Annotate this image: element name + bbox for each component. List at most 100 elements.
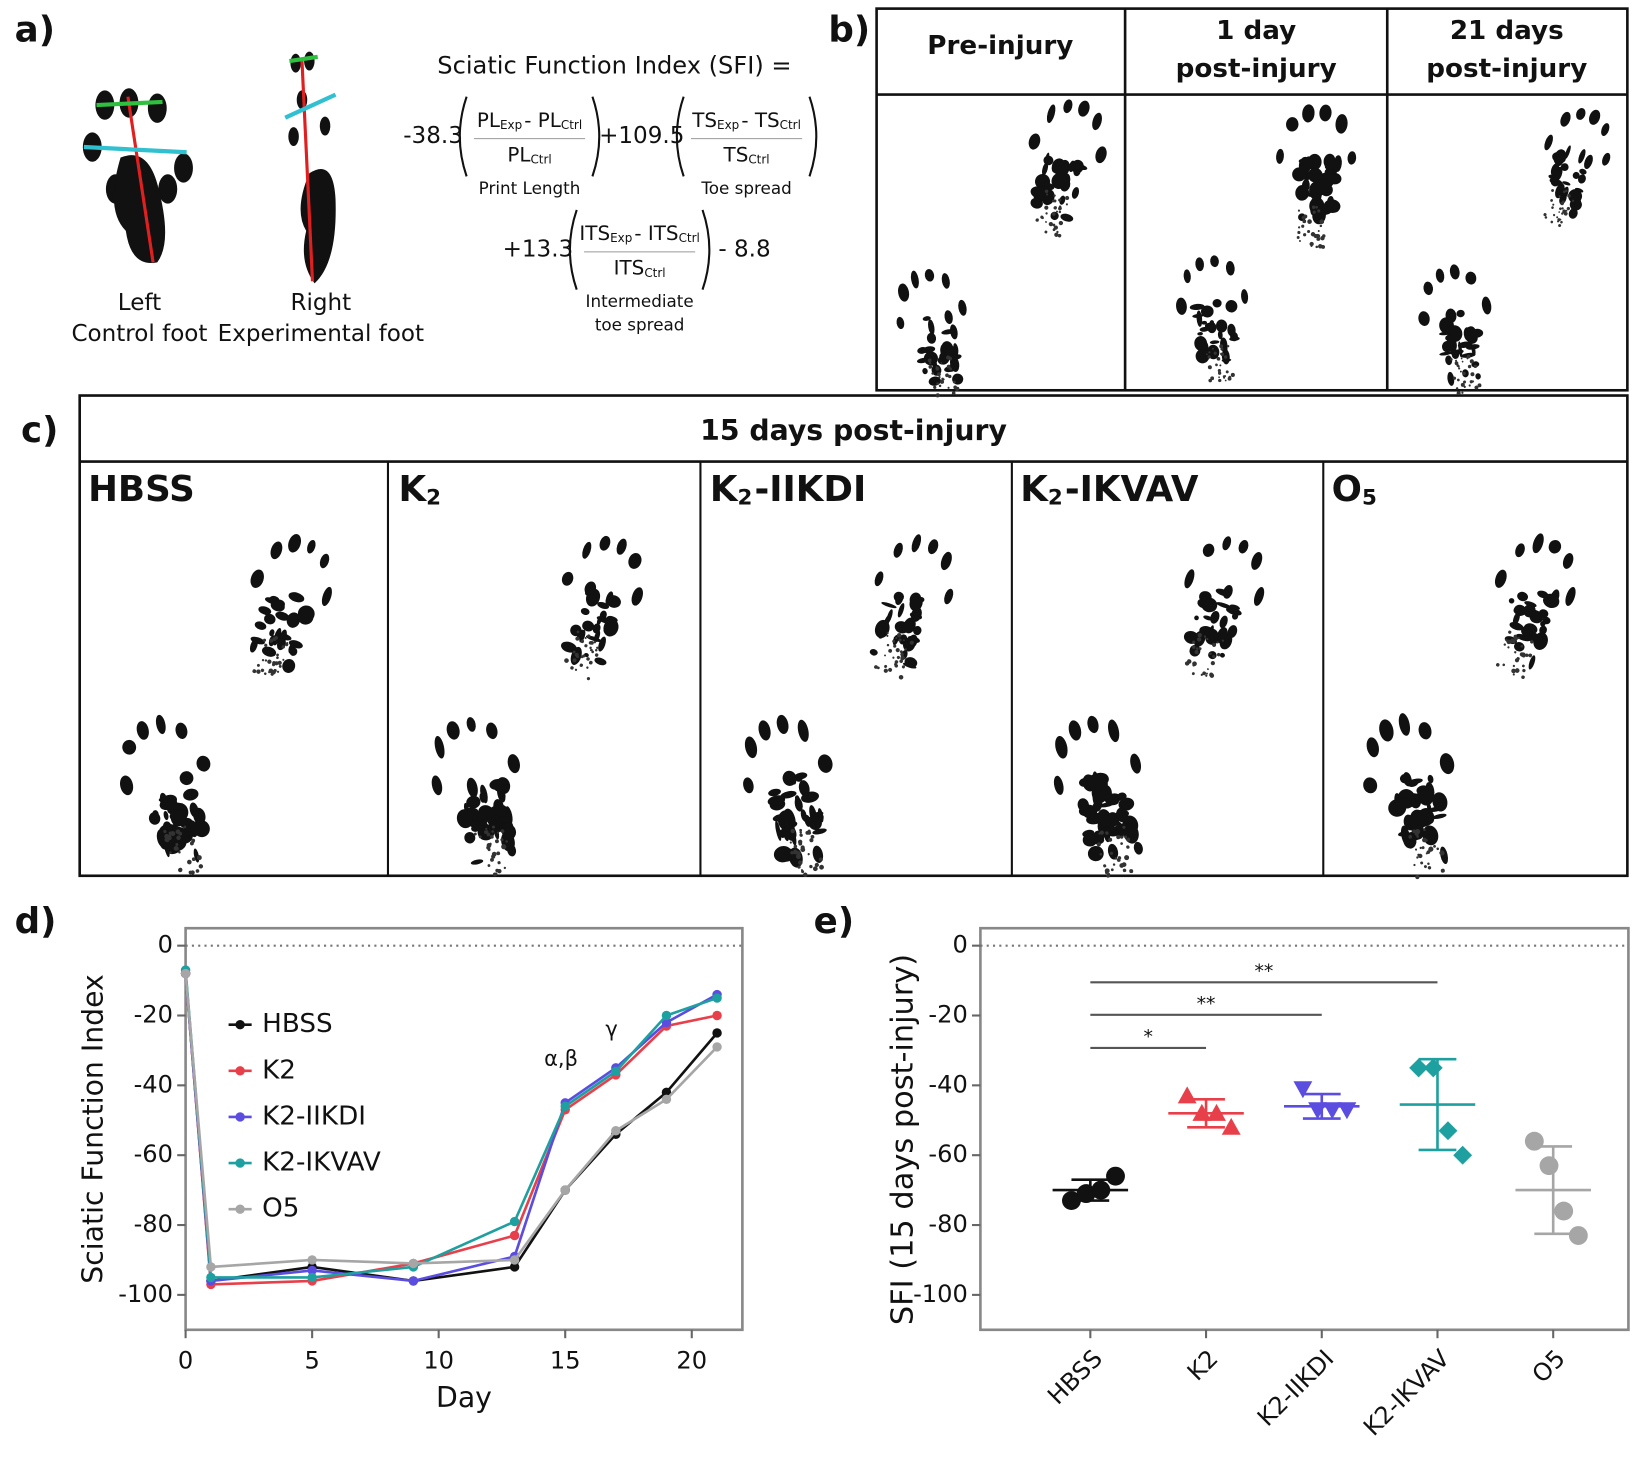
print-speckle [1120, 835, 1124, 839]
data-point [180, 968, 191, 979]
data-point [1539, 1156, 1559, 1176]
print-speckle [1112, 863, 1116, 866]
print-speckle [1226, 345, 1230, 348]
toe-print [1302, 104, 1315, 123]
print-speckle [1511, 668, 1516, 674]
toe-print [944, 588, 954, 605]
print-speckle [933, 385, 937, 390]
print-speckle [1194, 649, 1199, 655]
print-speckle [1416, 835, 1420, 838]
pad-print [1440, 846, 1448, 865]
print-speckle [1048, 221, 1054, 227]
print-speckle [1423, 865, 1427, 869]
print-speckle [800, 869, 804, 872]
toe-print [486, 722, 498, 740]
toe-print [599, 535, 611, 551]
print-speckle [1195, 647, 1199, 651]
print-speckle [1041, 216, 1044, 220]
pad-print [1539, 625, 1547, 635]
print-speckle [198, 864, 204, 869]
print-speckle [282, 658, 285, 661]
print-speckle [800, 847, 806, 853]
pad-print [1475, 373, 1481, 380]
pad-print [1216, 627, 1228, 644]
formula-numerator-part: PL [477, 108, 500, 131]
toe-print [1465, 271, 1477, 285]
pad-print [1424, 813, 1433, 824]
pad-print [1313, 193, 1320, 201]
print-speckle [789, 841, 792, 844]
y-tick-label: -40 [928, 1070, 967, 1098]
y-tick-label: -60 [134, 1140, 173, 1168]
print-speckle [1508, 630, 1512, 634]
print-speckle [494, 872, 498, 876]
print-speckle [1116, 858, 1121, 862]
toe-print [1481, 296, 1492, 315]
footprint [1176, 255, 1249, 383]
toe-print [817, 754, 833, 773]
print-speckle [884, 654, 886, 657]
print-speckle [1202, 671, 1207, 676]
legend-marker [235, 1158, 245, 1168]
print-speckle [809, 838, 814, 843]
toe-print [1435, 268, 1445, 283]
print-speckle [586, 677, 591, 681]
print-speckle [1124, 855, 1130, 861]
print-speckle [883, 668, 888, 673]
print-speckle [500, 829, 505, 833]
print-speckle [1423, 828, 1426, 832]
pad-print [189, 802, 199, 818]
print-speckle [1215, 363, 1218, 367]
pad-print [1194, 615, 1199, 621]
print-speckle [1206, 353, 1208, 356]
print-speckle [1119, 863, 1125, 868]
toe-print [1028, 133, 1041, 150]
data-point [1062, 1191, 1081, 1211]
pad-print [895, 592, 904, 606]
formula-constant: - 8.8 [718, 236, 770, 262]
print-speckle [1418, 853, 1423, 859]
print-speckle [256, 669, 261, 674]
pad-print [1092, 790, 1103, 810]
toe-print [122, 739, 137, 755]
print-speckle [1471, 380, 1475, 383]
print-speckle [564, 658, 569, 663]
print-speckle [1420, 861, 1424, 865]
pad-print [1222, 584, 1233, 599]
print-speckle [894, 664, 899, 668]
legend-label: K2-IIKDI [262, 1101, 366, 1131]
toe-print [1087, 715, 1099, 734]
pad-print [594, 657, 607, 666]
pad-print [489, 804, 507, 815]
data-point [560, 1185, 570, 1195]
print-speckle [1122, 825, 1126, 829]
print-speckle [1455, 387, 1459, 390]
print-speckle [1315, 245, 1319, 249]
pad-print [1060, 213, 1074, 222]
pad-print [909, 595, 923, 611]
toe-print [288, 534, 302, 553]
print-speckle [1227, 376, 1232, 381]
print-speckle [1210, 661, 1215, 666]
x-tick-label: K2-IKVAV [1358, 1344, 1455, 1441]
toe-print [321, 586, 332, 606]
pad-print [1219, 615, 1228, 629]
formula-denominator-part: Ctrl [644, 265, 665, 279]
print-speckle [497, 831, 500, 834]
pad-print [1442, 340, 1453, 353]
pad-print [1323, 153, 1336, 169]
print-speckle [1192, 640, 1196, 644]
group-label-part: O [1332, 469, 1362, 510]
legend-label: K2 [262, 1055, 296, 1085]
print-speckle [1220, 347, 1224, 351]
pad-print [1512, 612, 1520, 626]
pad-print [1116, 807, 1128, 823]
data-point [509, 1216, 520, 1227]
print-speckle [1462, 371, 1466, 376]
pad-print [496, 784, 506, 803]
print-speckle [486, 842, 492, 848]
print-speckle [1099, 830, 1104, 835]
column-header: post-injury [1426, 54, 1587, 84]
x-tick-label: 0 [178, 1346, 193, 1374]
footprint [869, 534, 954, 680]
